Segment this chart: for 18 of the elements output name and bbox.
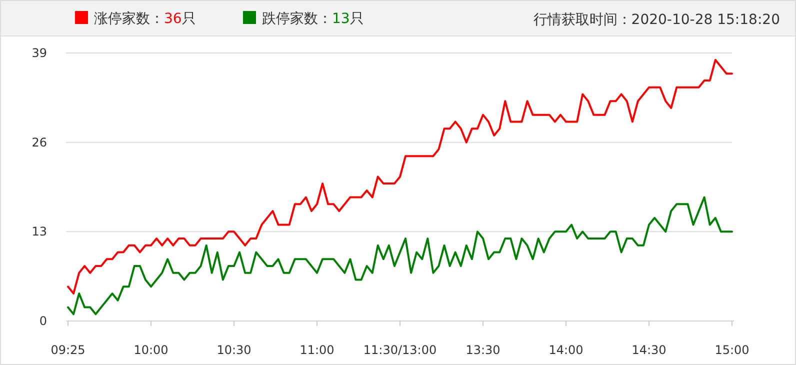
y-tick-label: 0 (39, 314, 47, 328)
line-series (67, 196, 733, 316)
x-tick-label: 11:30/13:00 (363, 343, 437, 357)
x-tick-label: 10:00 (134, 343, 168, 357)
x-tick-label: 15:00 (714, 343, 750, 357)
x-tick-label: 13:30 (466, 343, 500, 357)
line-series (67, 58, 733, 295)
x-tick-label: 11:00 (300, 343, 334, 357)
x-tick-label: 14:00 (548, 343, 584, 357)
legend-label: 跌停家数：13只 (262, 11, 364, 27)
chart-title: 行情获取时间：2020-10-28 15:18:20 (533, 12, 780, 28)
x-tick-label: 14:30 (632, 343, 666, 357)
y-tick-label: 26 (32, 135, 47, 150)
y-tick-label: 39 (32, 46, 47, 60)
x-tick-label: 10:30 (216, 343, 252, 357)
x-tick-label: 09:25 (50, 343, 86, 357)
y-tick-label: 13 (32, 224, 47, 239)
legend-label: 涨停家数：36只 (94, 11, 196, 27)
